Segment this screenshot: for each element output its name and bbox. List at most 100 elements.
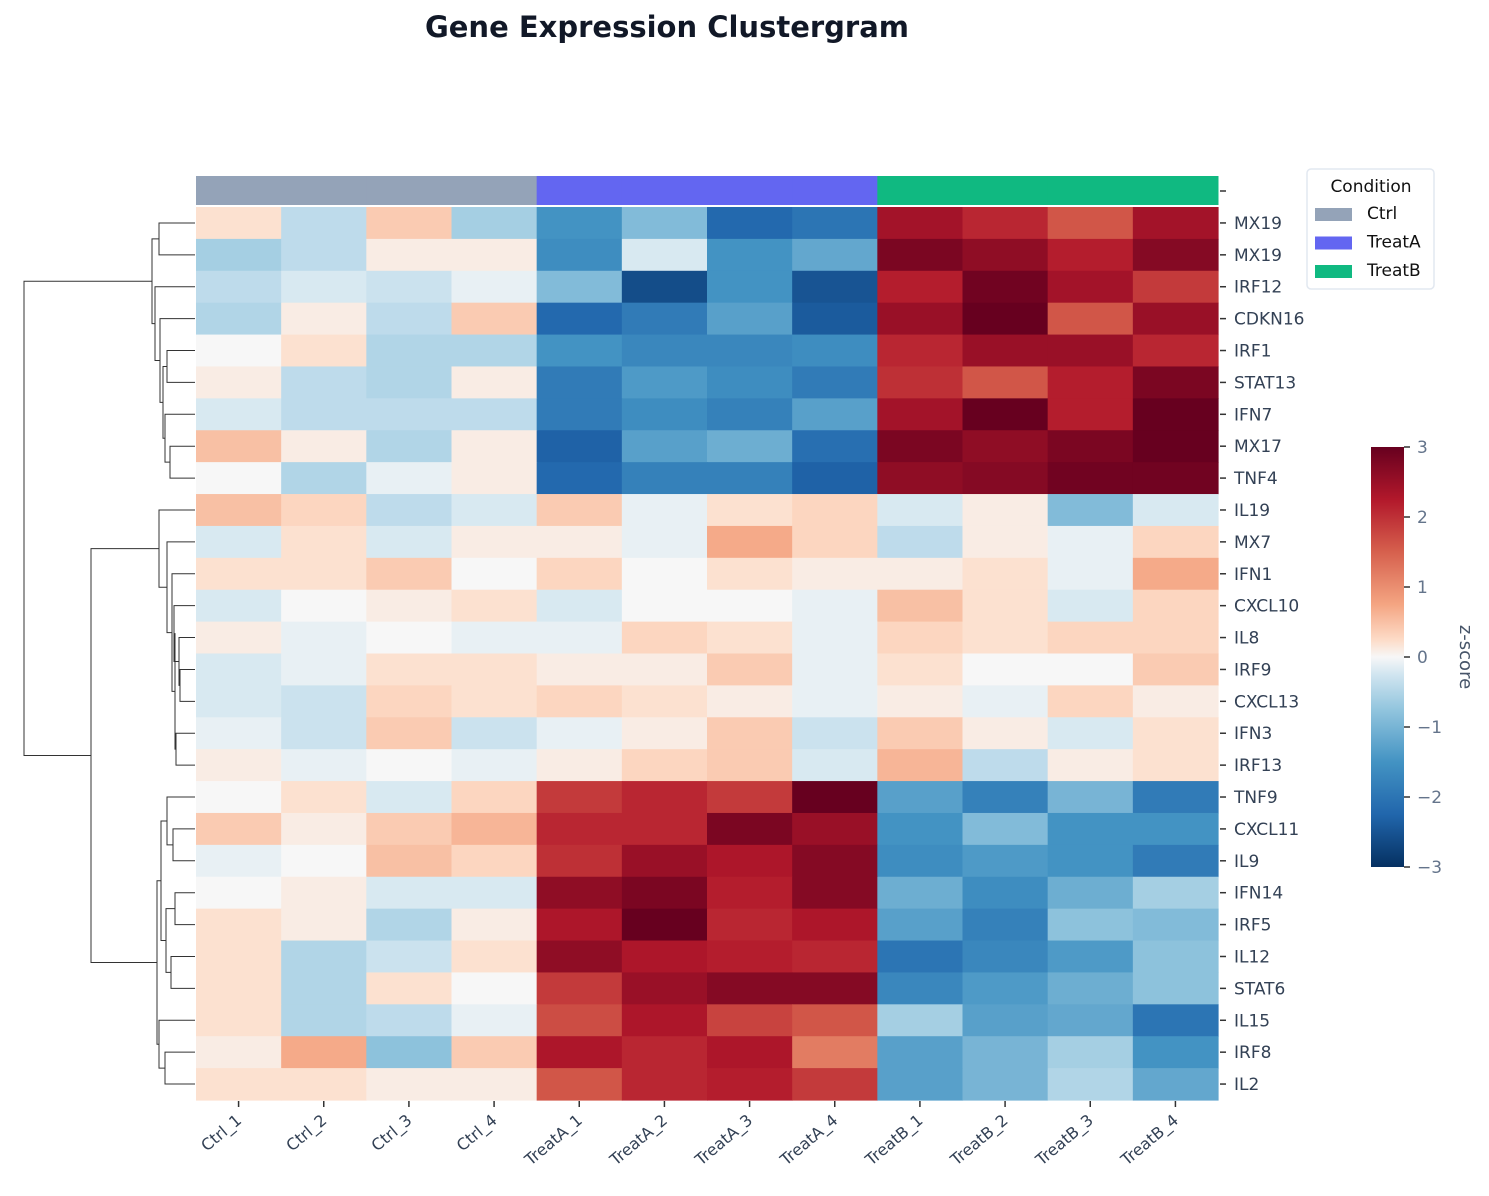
- row-label: IFN3: [1234, 724, 1272, 744]
- heatmap-cell: [621, 1036, 708, 1069]
- heatmap-cell: [536, 876, 623, 910]
- heatmap-cell: [707, 812, 793, 846]
- heatmap-cell: [451, 525, 538, 559]
- heatmap-cell: [1047, 366, 1134, 399]
- heatmap-cell: [1132, 1004, 1219, 1037]
- heatmap-cell: [196, 398, 282, 431]
- heatmap-cell: [1132, 525, 1219, 559]
- condition-cell: [1132, 176, 1219, 205]
- legend-frame: [1306, 168, 1435, 290]
- heatmap-cell: [877, 302, 964, 336]
- heatmap-cell: [1047, 972, 1134, 1005]
- heatmap-cell: [536, 589, 623, 623]
- heatmap-cell: [366, 207, 453, 240]
- heatmap-cell: [962, 972, 1049, 1005]
- row-label: IL8: [1234, 629, 1259, 649]
- heatmap-cell: [877, 557, 964, 591]
- heatmap-cell: [1047, 557, 1134, 591]
- heatmap-cell: [621, 1068, 708, 1101]
- heatmap-cell: [1047, 749, 1134, 782]
- heatmap-cell: [792, 844, 878, 878]
- heatmap-cell: [707, 781, 793, 814]
- heatmap-cell: [451, 781, 538, 814]
- row-label: CXCL10: [1234, 597, 1299, 617]
- heatmap-cell: [877, 781, 964, 814]
- heatmap-cell: [877, 812, 964, 846]
- condition-cell: [962, 176, 1049, 205]
- heatmap-cell: [281, 940, 367, 974]
- heatmap-cell: [1047, 238, 1134, 272]
- heatmap-cell: [792, 876, 878, 910]
- heatmap-cell: [366, 972, 453, 1005]
- heatmap-cell: [621, 334, 708, 368]
- heatmap-cell: [962, 1068, 1049, 1101]
- heatmap-cell: [621, 430, 708, 463]
- heatmap-cell: [281, 653, 367, 686]
- heatmap-cell: [962, 781, 1049, 814]
- heatmap-cell: [451, 207, 538, 240]
- heatmap-cell: [1132, 1036, 1219, 1069]
- heatmap-cell: [196, 525, 282, 559]
- heatmap-cell: [536, 1068, 623, 1101]
- heatmap-cell: [366, 589, 453, 623]
- heatmap-cell: [281, 621, 367, 655]
- heatmap-cell: [281, 1036, 367, 1069]
- heatmap-cell: [1132, 876, 1219, 910]
- row-label: MX19: [1234, 214, 1282, 234]
- heatmap-cell: [366, 685, 453, 718]
- condition-cell: [196, 176, 282, 205]
- heatmap-cell: [451, 1036, 538, 1069]
- heatmap-cell: [962, 270, 1049, 304]
- dendrogram-link: [174, 892, 195, 926]
- heatmap-cell: [281, 366, 367, 399]
- heatmap-cell: [1047, 908, 1134, 942]
- heatmap-cell: [451, 1004, 538, 1037]
- heatmap-cell: [1047, 270, 1134, 304]
- heatmap-cell: [792, 749, 878, 782]
- heatmap-cell: [536, 940, 623, 974]
- heatmap-cell: [1132, 302, 1219, 336]
- heatmap-cell: [621, 653, 708, 686]
- heatmap-cell: [366, 1036, 453, 1069]
- heatmap-cell: [196, 717, 282, 750]
- heatmap-cell: [1047, 207, 1134, 240]
- heatmap-cell: [1132, 717, 1219, 750]
- dendrogram-link: [156, 880, 161, 1045]
- heatmap-cell: [707, 557, 793, 591]
- heatmap-cell: [366, 430, 453, 463]
- heatmap-cell: [792, 238, 878, 272]
- heatmap-cell: [621, 940, 708, 974]
- heatmap-cell: [536, 430, 623, 463]
- row-label: IRF12: [1234, 278, 1282, 298]
- heatmap-cell: [1047, 398, 1134, 431]
- heatmap-cell: [1047, 334, 1134, 368]
- heatmap-cell: [281, 781, 367, 814]
- heatmap-cell: [877, 844, 964, 878]
- heatmap-cell: [707, 207, 793, 240]
- row-label: IL12: [1234, 947, 1270, 967]
- heatmap-cell: [877, 876, 964, 910]
- heatmap-cell: [536, 557, 623, 591]
- heatmap-cell: [707, 430, 793, 463]
- row-label: CXCL11: [1234, 820, 1299, 840]
- heatmap-cell: [707, 398, 793, 431]
- heatmap-cell: [1132, 908, 1219, 942]
- heatmap-cell: [962, 1004, 1049, 1037]
- heatmap-cell: [536, 366, 623, 399]
- heatmap-cell: [536, 749, 623, 782]
- heatmap-cell: [877, 334, 964, 368]
- heatmap-cell: [536, 398, 623, 431]
- column-label: Ctrl_2: [282, 1111, 331, 1156]
- heatmap-cell: [451, 302, 538, 336]
- dendrogram-link: [166, 350, 195, 383]
- heatmap-cell: [281, 812, 367, 846]
- dendrogram-link: [166, 541, 195, 634]
- heatmap-cell: [281, 844, 367, 878]
- heatmap-cell: [1047, 621, 1134, 655]
- heatmap-cell: [792, 972, 878, 1005]
- condition-cell: [621, 176, 708, 205]
- row-label: IRF8: [1234, 1043, 1271, 1063]
- heatmap-cell: [707, 589, 793, 623]
- heatmap-cell: [536, 270, 623, 304]
- heatmap-cell: [962, 302, 1049, 336]
